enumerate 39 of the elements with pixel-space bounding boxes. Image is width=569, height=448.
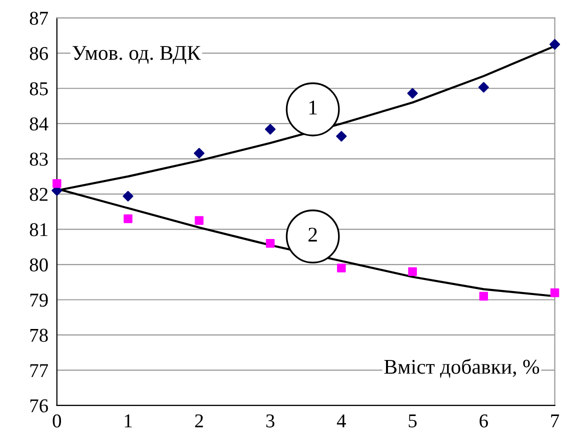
x-tick-label: 4 (336, 414, 346, 428)
y-tick-label: 86 (30, 46, 48, 60)
y-tick-label: 78 (30, 328, 48, 342)
y-tick-label: 76 (30, 399, 48, 412)
point (337, 264, 346, 272)
x-axis-title: Вміст добавки, % (384, 358, 540, 378)
point (194, 148, 204, 158)
y-tick-label: 84 (30, 117, 48, 131)
x-tick-label: 5 (408, 414, 417, 428)
annotation: 1 (309, 100, 317, 114)
point (407, 88, 418, 99)
point (52, 179, 62, 188)
point (478, 82, 489, 93)
y-tick-label: 82 (30, 188, 48, 202)
point (479, 292, 488, 301)
y-tick-label: 87 (30, 12, 48, 25)
point (264, 124, 276, 135)
x-tick-label: 1 (124, 414, 132, 428)
point (336, 130, 347, 142)
x-tick-label: 2 (195, 414, 203, 428)
annotation: 2 (308, 228, 317, 242)
x-tick-label: 3 (266, 414, 274, 428)
y-tick-label: 79 (30, 294, 48, 307)
point (124, 214, 132, 224)
x-tick-label: 0 (52, 414, 62, 428)
y-axis-title: Умов. од. ВДК (72, 46, 201, 64)
y-tick-label: 85 (30, 82, 48, 96)
point (408, 267, 417, 276)
point (194, 216, 204, 225)
point (266, 239, 275, 248)
y-tick-label: 80 (30, 258, 48, 272)
y-tick-label: 81 (30, 223, 48, 236)
point (122, 190, 134, 202)
x-tick-label: 7 (551, 414, 560, 428)
point (550, 288, 560, 298)
point (549, 39, 560, 50)
x-tick-label: 6 (480, 414, 488, 428)
y-tick-label: 77 (30, 364, 48, 377)
y-tick-label: 83 (30, 152, 48, 166)
